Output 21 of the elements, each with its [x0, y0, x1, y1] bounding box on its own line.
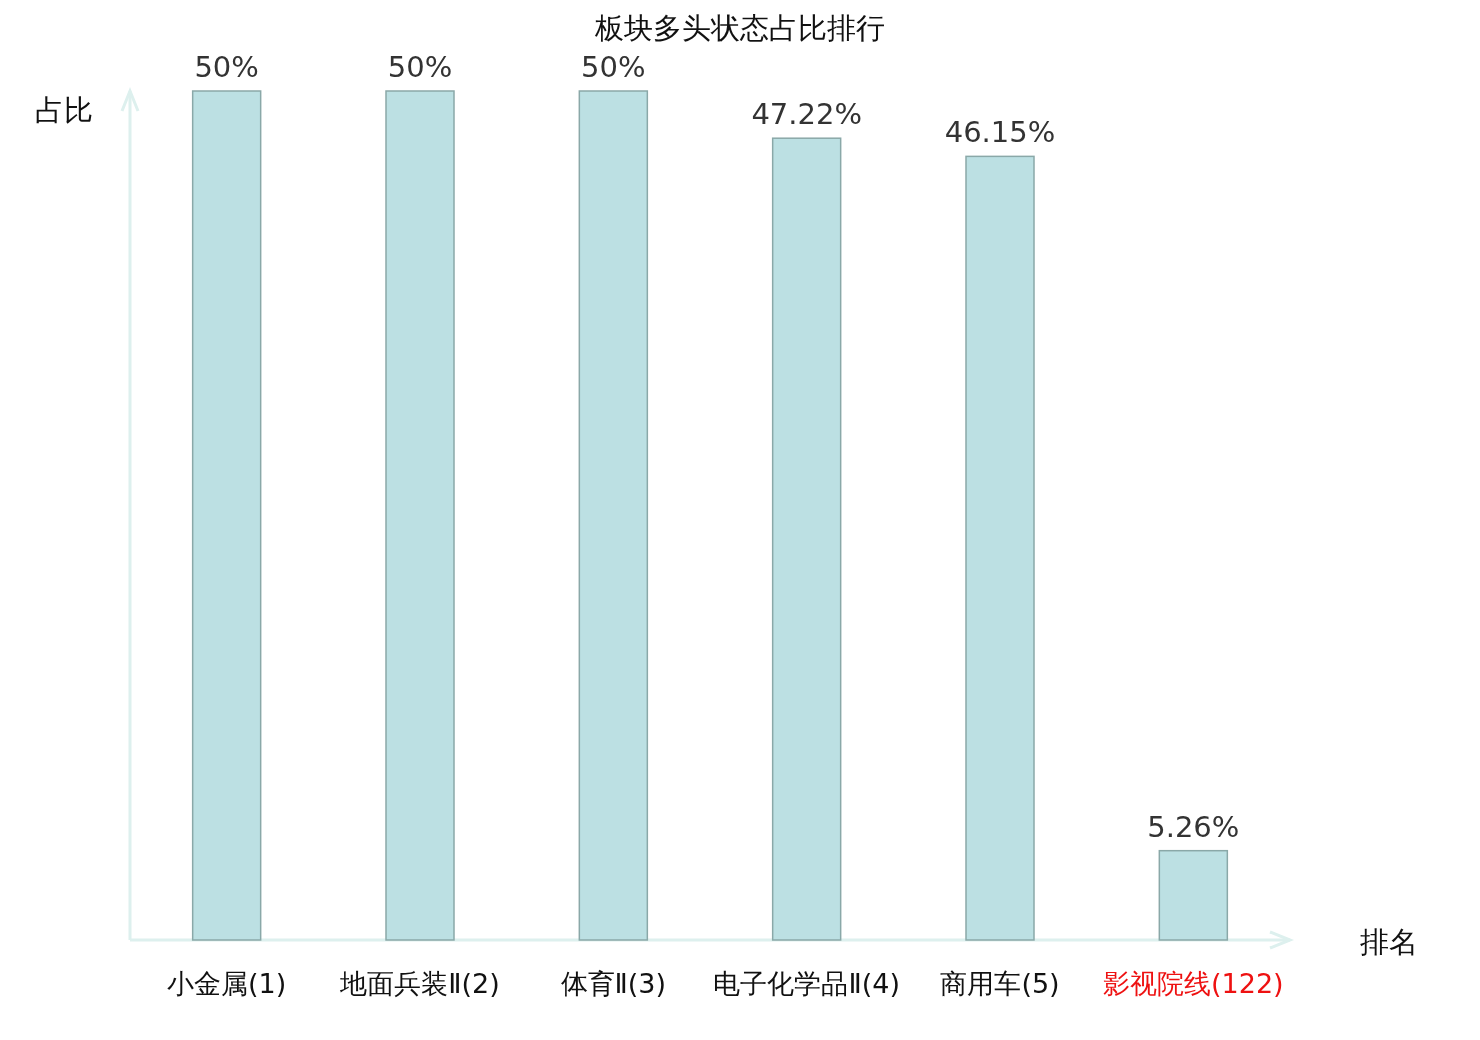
- data-label: 5.26%: [1147, 809, 1240, 844]
- bar: [965, 155, 1035, 941]
- chart-title: 板块多头状态占比排行: [594, 11, 885, 45]
- bar: [1158, 849, 1229, 941]
- x-tick-label: 地面兵装Ⅱ(2): [339, 968, 500, 999]
- x-tick-label: 体育Ⅱ(3): [560, 968, 667, 999]
- x-tick-label: 商用车(5): [940, 968, 1060, 999]
- bar: [191, 90, 262, 941]
- data-label: 50%: [387, 50, 453, 84]
- x-tick-label: 电子化学品Ⅱ(4): [713, 968, 900, 999]
- bar: [385, 90, 455, 941]
- x-tick-label: 影视院线(122): [1103, 968, 1284, 999]
- x-axis-title: 排名: [1360, 925, 1418, 959]
- x-tick-label: 小金属(1): [167, 968, 287, 999]
- data-label: 50%: [581, 50, 646, 84]
- data-label: 47.22%: [751, 97, 862, 132]
- data-label: 46.15%: [944, 115, 1056, 150]
- bar: [578, 90, 649, 941]
- bar: [771, 137, 842, 941]
- data-label: 50%: [194, 50, 259, 84]
- y-axis-title: 占比: [35, 93, 93, 127]
